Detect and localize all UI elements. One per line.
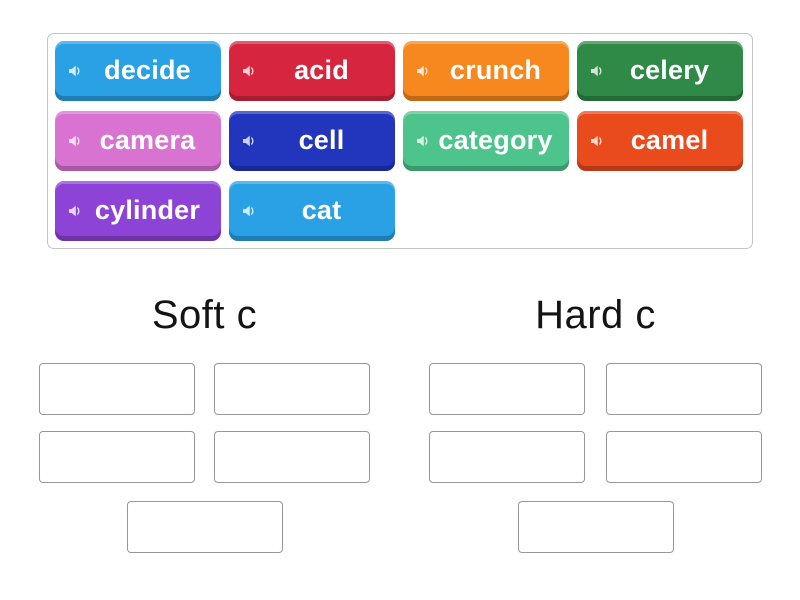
soft-c-slot-row-3 [39,501,370,553]
speaker-icon[interactable] [66,62,84,80]
drop-slot-soft-c[interactable] [126,501,283,553]
soft-c-slot-row-1 [39,363,370,415]
soft-c-slot-row-2 [39,431,370,483]
speaker-icon[interactable] [240,202,258,220]
word-tile-label: crunch [449,54,542,85]
word-tile-label: cylinder [94,194,201,225]
group-title-hard-c: Hard c [535,293,656,337]
drop-slot-soft-c[interactable] [39,431,195,483]
drop-slot-soft-c[interactable] [39,363,195,415]
word-tile-label: decide [104,54,191,85]
speaker-icon[interactable] [66,202,84,220]
word-tile-crunch[interactable]: crunch [403,41,569,101]
word-tile-label: camera [99,124,196,155]
speaker-icon[interactable] [588,62,606,80]
drop-slot-hard-c[interactable] [606,363,762,415]
drop-slot-hard-c[interactable] [429,431,585,483]
speaker-icon[interactable] [240,62,258,80]
word-tile-acid[interactable]: acid [229,41,395,101]
word-tile-cat[interactable]: cat [229,181,395,241]
speaker-icon[interactable] [66,132,84,150]
hard-c-slot-row-3 [429,501,762,553]
speaker-icon[interactable] [414,132,432,150]
speaker-icon[interactable] [240,132,258,150]
group-title-soft-c: Soft c [151,293,258,337]
drop-slot-hard-c[interactable] [517,501,674,553]
word-tile-label: cat [301,194,342,225]
word-bank-panel: decide acid crunch celery camera cell [47,33,753,249]
speaker-icon[interactable] [588,132,606,150]
hard-c-slot-row-2 [429,431,762,483]
drop-slot-soft-c[interactable] [214,363,370,415]
word-tile-decide[interactable]: decide [55,41,221,101]
word-tile-label: celery [629,54,710,85]
word-tile-celery[interactable]: celery [577,41,743,101]
word-tile-cell[interactable]: cell [229,111,395,171]
word-tile-camel[interactable]: camel [577,111,743,171]
word-tile-label: camel [630,124,709,155]
word-tile-category[interactable]: category [403,111,569,171]
drop-slot-hard-c[interactable] [429,363,585,415]
word-tile-label: acid [294,54,349,85]
word-tile-label: cell [298,124,345,155]
hard-c-slot-row-1 [429,363,762,415]
word-bank-grid: decide acid crunch celery camera cell [55,41,743,241]
speaker-icon[interactable] [414,62,432,80]
word-tile-cylinder[interactable]: cylinder [55,181,221,241]
word-tile-camera[interactable]: camera [55,111,221,171]
word-tile-label: category [438,124,553,155]
drop-slot-soft-c[interactable] [214,431,370,483]
drop-slot-hard-c[interactable] [606,431,762,483]
